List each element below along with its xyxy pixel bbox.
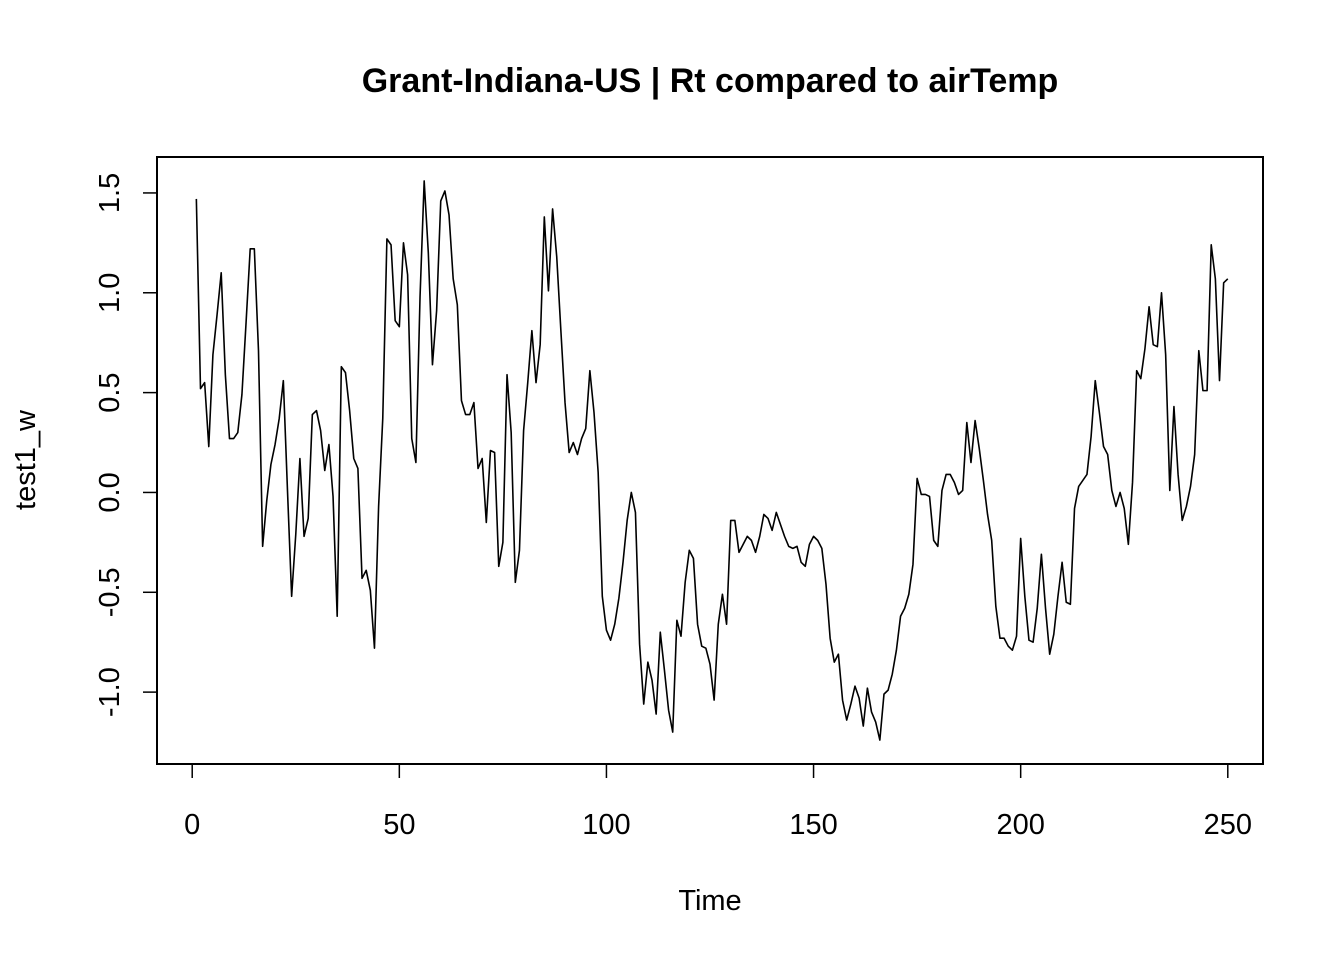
x-tick-label: 250 [1204,809,1252,841]
x-tick-label: 50 [383,809,415,841]
x-tick-label: 200 [996,809,1044,841]
y-tick-label: 0.5 [94,372,126,412]
x-tick-label: 150 [789,809,837,841]
x-tick-label: 0 [184,809,200,841]
y-tick-label: -1.0 [94,667,126,717]
plot-frame [156,156,1264,765]
y-axis: -1.0 -0.5 0.0 0.5 1.0 1.5 [94,173,158,717]
y-tick-label: 1.0 [94,273,126,313]
y-tick-label: -0.5 [94,567,126,617]
series-line [195,180,1229,741]
y-tick-label: 1.5 [94,173,126,213]
x-tick-label: 100 [582,809,630,841]
chart-title: Grant-Indiana-US | Rt compared to airTem… [362,62,1059,100]
x-axis-label: Time [678,885,741,917]
x-axis: 0 50 100 150 200 250 [184,763,1252,841]
y-axis-label: test1_w [10,409,42,510]
y-tick-label: 0.0 [94,472,126,512]
